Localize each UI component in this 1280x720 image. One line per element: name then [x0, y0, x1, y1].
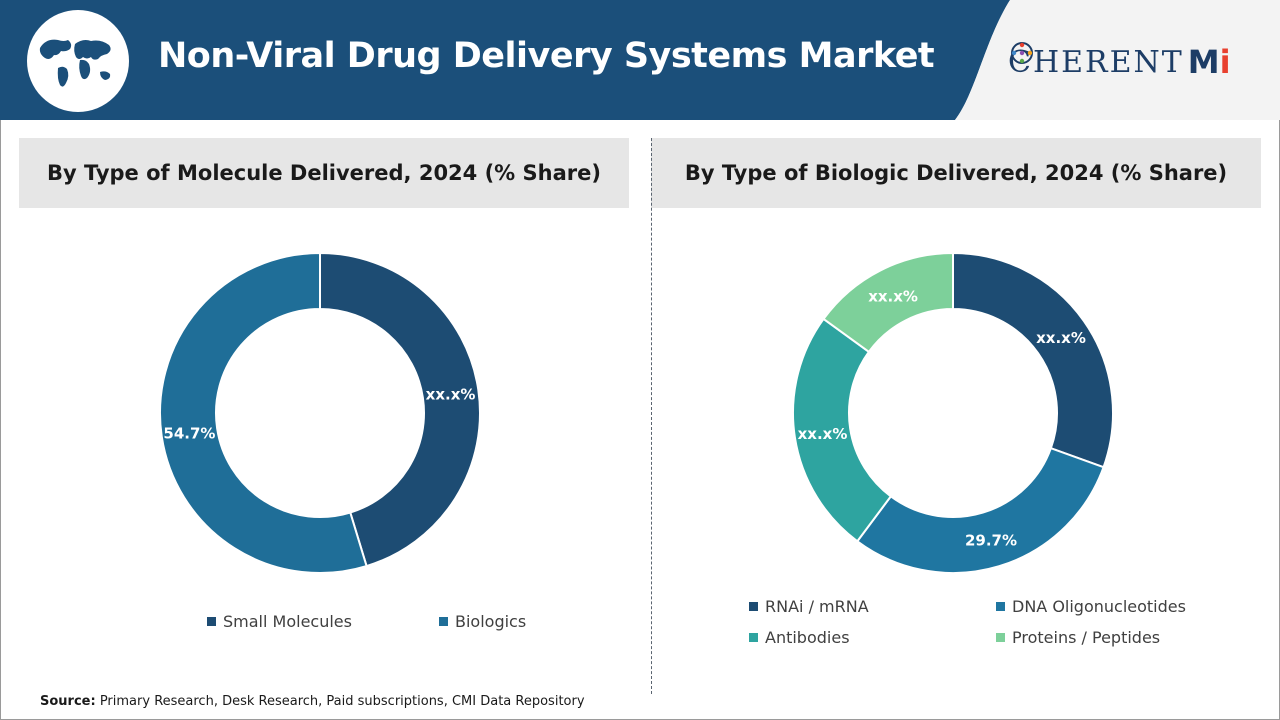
logo-mi-m: M: [1187, 43, 1220, 81]
right-chart-title: By Type of Biologic Delivered, 2024 (% S…: [651, 138, 1261, 208]
legend-label: RNAi / mRNA: [765, 597, 869, 616]
legend-item: DNA Oligonucleotides: [996, 597, 1186, 616]
legend-item: Antibodies: [749, 628, 850, 647]
donut-slice-biologics: [159, 251, 368, 574]
logo-mi: Mi: [1188, 43, 1231, 81]
legend-label: Antibodies: [765, 628, 850, 647]
source-label: Source:: [40, 694, 96, 709]
legend-swatch: [996, 633, 1005, 642]
legend-swatch: [439, 617, 448, 626]
donut-slice-dna-oligonucleotides: [855, 446, 1105, 574]
legend-swatch: [749, 602, 758, 611]
legend-item: RNAi / mRNA: [749, 597, 869, 616]
legend-item: Biologics: [439, 612, 526, 631]
left-chart-title: By Type of Molecule Delivered, 2024 (% S…: [19, 138, 629, 208]
logo-o-icon: [1011, 42, 1033, 64]
legend-item: Small Molecules: [207, 612, 352, 631]
legend-item: Proteins / Peptides: [996, 628, 1160, 647]
coherent-mi-logo: C HERENT Mi: [1008, 40, 1231, 84]
data-label: xx.x%: [426, 386, 476, 404]
legend-label: Biologics: [455, 612, 527, 631]
logo-mi-i: i: [1219, 43, 1231, 81]
source-note: Source: Primary Research, Desk Research,…: [40, 694, 585, 709]
world-map-icon: [39, 39, 111, 87]
logo-text-rest: HERENT: [1032, 44, 1184, 80]
legend-label: Proteins / Peptides: [1012, 628, 1161, 647]
donut-slice-proteins-peptides: [822, 251, 954, 354]
header-background: [0, 0, 1280, 120]
legend-label: DNA Oligonucleotides: [1012, 597, 1186, 616]
data-label: 54.7%: [163, 424, 215, 442]
legend-label: Small Molecules: [223, 612, 352, 631]
data-label: 29.7%: [965, 531, 1017, 549]
data-label: xx.x%: [798, 425, 848, 443]
legend-swatch: [996, 602, 1005, 611]
legend-swatch: [749, 633, 758, 642]
data-label: xx.x%: [1036, 329, 1086, 347]
legend-swatch: [207, 617, 216, 626]
globe-badge: [27, 10, 129, 112]
donut-slice-small-molecules: [319, 251, 481, 568]
page-title: Non-Viral Drug Delivery Systems Market: [158, 36, 935, 76]
donut-slice-rnai-mrna: [952, 251, 1114, 469]
panel-divider: [651, 138, 652, 694]
source-text: Primary Research, Desk Research, Paid su…: [95, 694, 585, 709]
header-banner: Non-Viral Drug Delivery Systems Market C…: [0, 0, 1280, 120]
data-label: xx.x%: [868, 287, 918, 305]
